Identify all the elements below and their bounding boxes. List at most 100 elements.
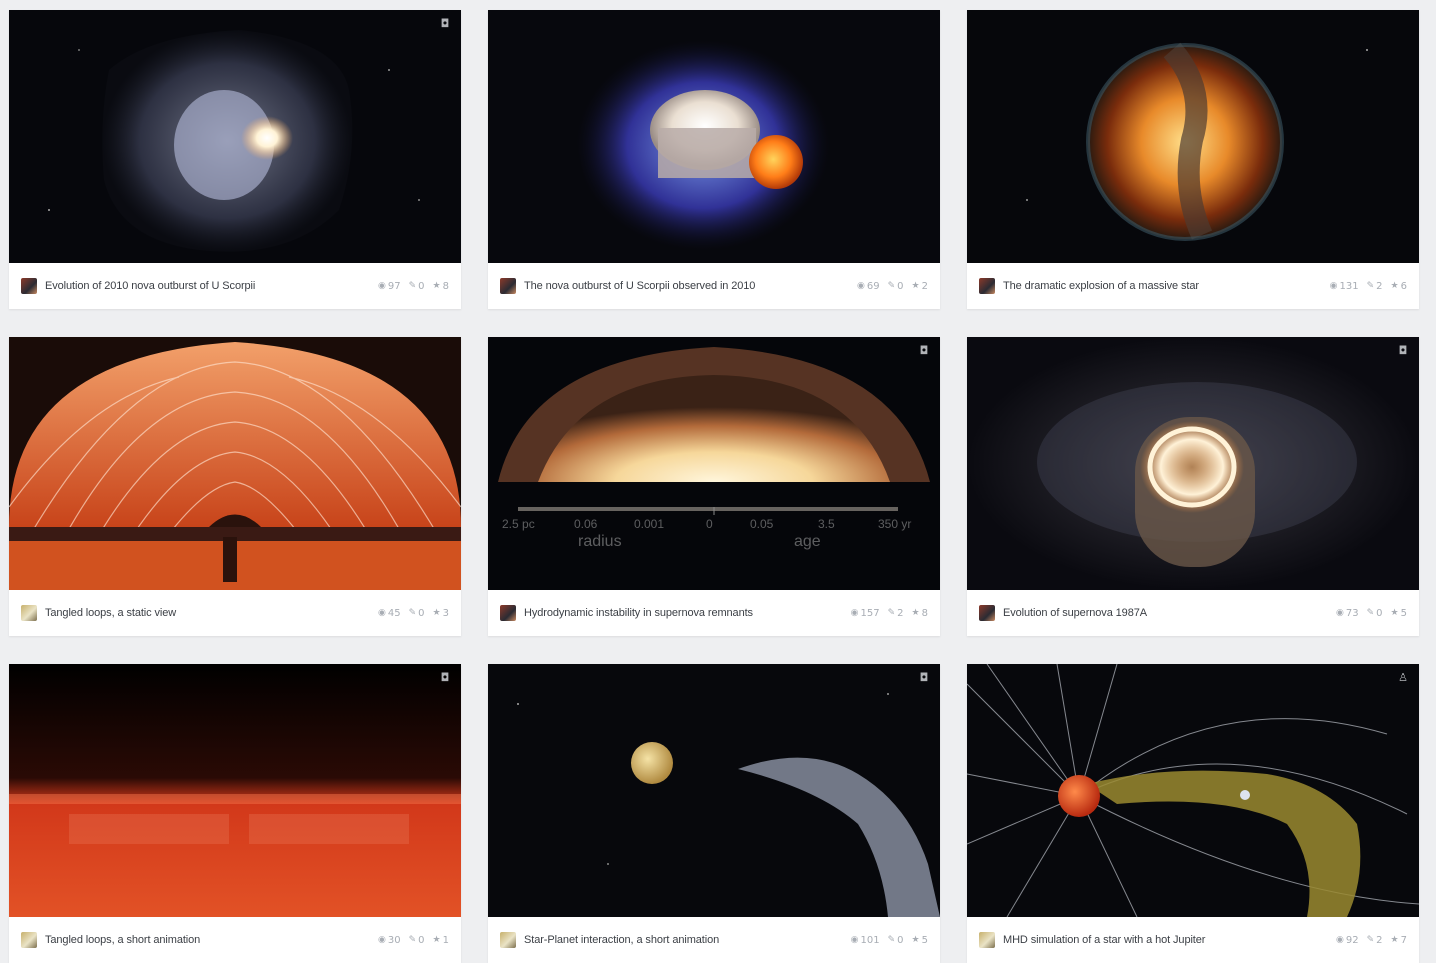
- like-count: 8: [921, 607, 928, 619]
- card-meta: Tangled loops, a short animation ◉ 30 ✎ 0 …: [9, 917, 461, 963]
- thumbnail[interactable]: ◘: [9, 664, 461, 917]
- model-card[interactable]: The dramatic explosion of a massive star…: [967, 10, 1419, 309]
- cube-icon: ◘: [440, 17, 450, 30]
- axis-tick: 350 yr: [878, 517, 912, 531]
- axis-tick: 0: [706, 517, 713, 531]
- like-count: 5: [1400, 607, 1407, 619]
- comment-count: 2: [897, 607, 904, 619]
- view-count: 30: [387, 934, 401, 946]
- card-meta: Hydrodynamic instability in supernova re…: [488, 590, 940, 636]
- avatar[interactable]: [21, 605, 37, 621]
- model-card[interactable]: ◘ Evolution of 2010 nova outburst of U S…: [9, 10, 461, 309]
- card-stats: ◉ 69 ✎ 0 ★ 2: [857, 281, 928, 292]
- card-title[interactable]: The dramatic explosion of a massive star: [1003, 280, 1199, 292]
- eye-icon: ◉: [850, 608, 859, 618]
- age-label: age: [794, 533, 821, 550]
- like-count: 8: [442, 280, 449, 292]
- view-count: 45: [387, 607, 401, 619]
- star-icon: ★: [911, 935, 920, 945]
- comment-icon: ✎: [1366, 281, 1375, 291]
- model-card[interactable]: ◘ Evolution of supernova 1987A ◉ 73 ✎ 0 ★ 5: [967, 337, 1419, 636]
- card-title[interactable]: Tangled loops, a short animation: [45, 934, 201, 946]
- star-icon: ★: [911, 281, 920, 291]
- comment-count: 0: [418, 280, 425, 292]
- eye-icon: ◉: [378, 608, 386, 618]
- cube-icon: ◘: [440, 671, 450, 684]
- model-card[interactable]: ◘ Star-Planet interaction, a short anima…: [488, 664, 940, 963]
- card-title[interactable]: Tangled loops, a static view: [45, 607, 177, 619]
- model-card[interactable]: The nova outburst of U Scorpii observed …: [488, 10, 940, 309]
- view-count: 69: [866, 280, 880, 292]
- card-title[interactable]: Evolution of supernova 1987A: [1003, 607, 1147, 619]
- like-count: 5: [921, 934, 928, 946]
- like-count: 7: [1400, 934, 1407, 946]
- avatar[interactable]: [21, 932, 37, 948]
- comment-icon: ✎: [1366, 608, 1375, 618]
- card-meta: Evolution of supernova 1987A ◉ 73 ✎ 0 ★ 5: [967, 590, 1419, 636]
- view-count: 73: [1345, 607, 1359, 619]
- avatar[interactable]: [500, 278, 516, 294]
- star-icon: ★: [432, 935, 441, 945]
- card-stats: ◉ 101 ✎ 0 ★ 5: [851, 935, 928, 946]
- comment-count: 0: [897, 934, 904, 946]
- card-title[interactable]: The nova outburst of U Scorpii observed …: [524, 280, 756, 292]
- thumbnail[interactable]: 2.5 pc 0.06 0.001 0 0.05 3.5 350 yr radi…: [488, 337, 940, 590]
- thumbnail[interactable]: ◘: [9, 10, 461, 263]
- cube-icon: ◘: [1398, 344, 1408, 357]
- eye-icon: ◉: [850, 935, 859, 945]
- card-stats: ◉ 97 ✎ 0 ★ 8: [378, 281, 449, 292]
- eye-icon: ◉: [1336, 935, 1344, 945]
- card-title[interactable]: Evolution of 2010 nova outburst of U Sco…: [45, 280, 256, 292]
- card-title[interactable]: MHD simulation of a star with a hot Jupi…: [1003, 934, 1206, 946]
- comment-count: 0: [418, 934, 425, 946]
- thumbnail[interactable]: ♙: [967, 664, 1419, 917]
- comment-count: 0: [418, 607, 425, 619]
- star-icon: ★: [432, 281, 441, 291]
- card-meta: Evolution of 2010 nova outburst of U Sco…: [9, 263, 461, 309]
- thumbnail[interactable]: [9, 337, 461, 590]
- axis-tick: 2.5 pc: [502, 517, 535, 531]
- comment-icon: ✎: [887, 281, 896, 291]
- axis-tick: 3.5: [818, 517, 835, 531]
- view-count: 101: [860, 934, 880, 946]
- star-icon: ★: [1390, 935, 1399, 945]
- avatar[interactable]: [500, 932, 516, 948]
- avatar[interactable]: [500, 605, 516, 621]
- eye-icon: ◉: [1336, 608, 1344, 618]
- eye-icon: ◉: [857, 281, 865, 291]
- comment-count: 0: [1376, 607, 1383, 619]
- model-card[interactable]: 2.5 pc 0.06 0.001 0 0.05 3.5 350 yr radi…: [488, 337, 940, 636]
- axis-tick: 0.06: [574, 517, 598, 531]
- eye-icon: ◉: [378, 281, 386, 291]
- star-icon: ★: [911, 608, 920, 618]
- thumbnail[interactable]: ◘: [488, 664, 940, 917]
- avatar[interactable]: [979, 932, 995, 948]
- card-meta: Tangled loops, a static view ◉ 45 ✎ 0 ★ 3: [9, 590, 461, 636]
- avatar[interactable]: [979, 278, 995, 294]
- thumbnail[interactable]: ◘: [967, 337, 1419, 590]
- thumbnail[interactable]: [488, 10, 940, 263]
- comment-icon: ✎: [408, 935, 417, 945]
- axis-tick: 0.05: [750, 517, 774, 531]
- comment-icon: ✎: [1366, 935, 1375, 945]
- view-count: 131: [1339, 280, 1359, 292]
- like-count: 3: [442, 607, 449, 619]
- model-card[interactable]: ◘ Tangled loops, a short animation ◉ 30 ✎…: [9, 664, 461, 963]
- card-meta: MHD simulation of a star with a hot Jupi…: [967, 917, 1419, 963]
- cube-icon: ◘: [919, 671, 929, 684]
- card-title[interactable]: Hydrodynamic instability in supernova re…: [524, 607, 753, 619]
- avatar[interactable]: [979, 605, 995, 621]
- card-title[interactable]: Star-Planet interaction, a short animati…: [524, 934, 720, 946]
- card-stats: ◉ 92 ✎ 2 ★ 7: [1336, 935, 1407, 946]
- thumbnail[interactable]: [967, 10, 1419, 263]
- like-count: 6: [1400, 280, 1407, 292]
- card-stats: ◉ 30 ✎ 0 ★ 1: [378, 935, 449, 946]
- card-meta: The nova outburst of U Scorpii observed …: [488, 263, 940, 309]
- comment-count: 2: [1376, 280, 1383, 292]
- comment-count: 0: [897, 280, 904, 292]
- model-card[interactable]: ♙ MHD simulation of a star with a hot Ju…: [967, 664, 1419, 963]
- card-stats: ◉ 45 ✎ 0 ★ 3: [378, 608, 449, 619]
- model-grid: ◘ Evolution of 2010 nova outburst of U S…: [9, 10, 1419, 963]
- model-card[interactable]: Tangled loops, a static view ◉ 45 ✎ 0 ★ 3: [9, 337, 461, 636]
- avatar[interactable]: [21, 278, 37, 294]
